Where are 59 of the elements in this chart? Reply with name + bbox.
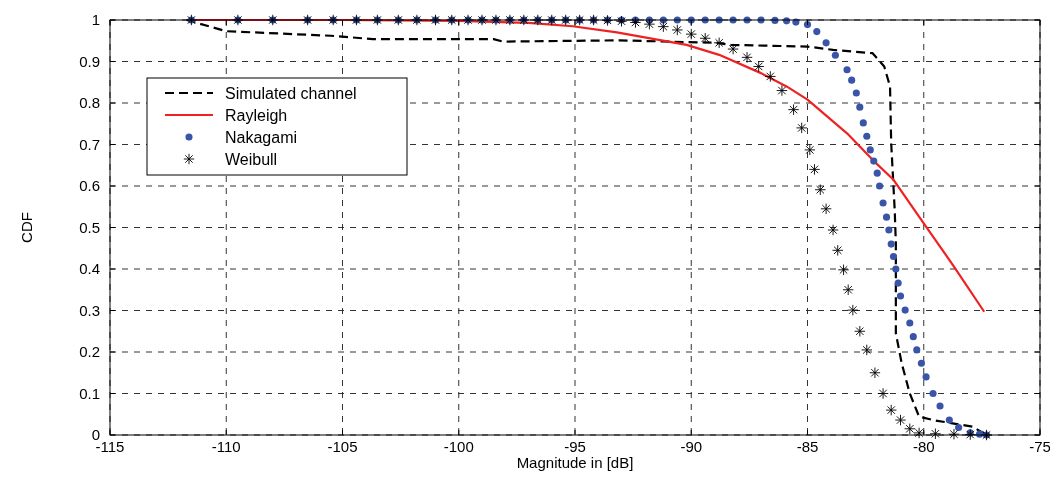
point [685, 28, 697, 40]
point [713, 37, 725, 49]
y-axis-title: CDF [18, 212, 35, 243]
point [671, 24, 683, 36]
point [877, 387, 889, 400]
point [837, 264, 850, 276]
x-tick-label: -95 [564, 438, 586, 455]
x-tick-label: -105 [327, 438, 358, 455]
point [832, 244, 844, 256]
point [814, 184, 826, 196]
point [764, 70, 776, 83]
point [804, 144, 816, 156]
point [904, 423, 916, 435]
legend-label: Rayleigh [225, 106, 288, 124]
y-tick-label: 0.8 [79, 94, 100, 112]
x-tick-label: -85 [796, 438, 819, 455]
point [894, 414, 907, 426]
point [842, 284, 854, 296]
point [629, 16, 642, 29]
point [727, 43, 739, 55]
x-tick-label: -90 [680, 438, 703, 455]
point [847, 304, 859, 316]
point [699, 32, 711, 44]
point [861, 344, 873, 356]
point [869, 367, 881, 379]
point [796, 122, 808, 134]
y-tick-label: 0.6 [79, 177, 100, 195]
x-tick-label: -100 [443, 438, 474, 455]
y-tick-label: 0.7 [79, 135, 100, 153]
point [948, 428, 960, 440]
point [820, 203, 832, 215]
y-tick-label: 1 [91, 11, 100, 29]
y-tick-label: 0.3 [79, 301, 100, 319]
point [753, 60, 765, 73]
point [776, 84, 788, 97]
x-tick-label: -75 [1029, 438, 1051, 455]
point [827, 224, 839, 236]
y-tick-label: 0 [91, 426, 100, 444]
point [913, 427, 925, 439]
x-axis-title: Magnitude in [dB] [516, 454, 634, 471]
point [657, 20, 670, 33]
x-tick-label: -110 [211, 438, 241, 455]
y-tick-label: 0.1 [79, 384, 100, 402]
y-tick-label: 0.9 [79, 52, 100, 70]
point [854, 325, 866, 337]
y-tick-label: 0.2 [79, 343, 100, 361]
y-tick-label: 0.5 [79, 218, 100, 236]
x-tick-label: -80 [912, 438, 935, 455]
legend-label: Weibull [225, 150, 278, 168]
point [929, 428, 942, 440]
point [964, 428, 976, 441]
legend-label: Nakagami [225, 128, 298, 146]
point [643, 18, 656, 30]
point [808, 163, 821, 176]
point [885, 404, 897, 416]
legend-label: Simulated channel [225, 84, 357, 102]
point [787, 103, 800, 116]
point [741, 51, 753, 64]
y-tick-label: 0.4 [79, 260, 100, 278]
